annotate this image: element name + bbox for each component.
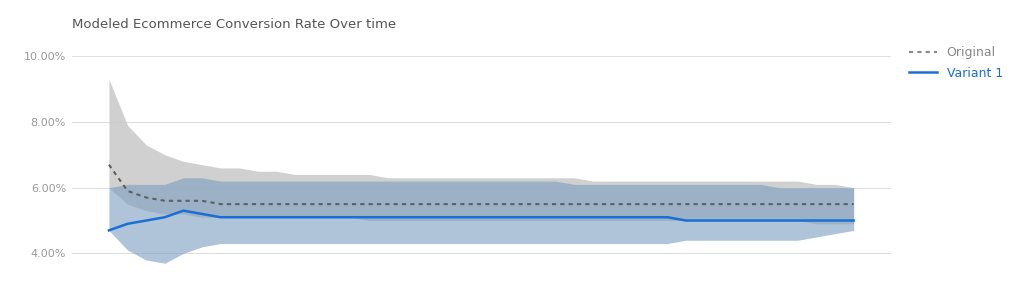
Legend: Original, Variant 1: Original, Variant 1 [905, 43, 1007, 84]
Text: Modeled Ecommerce Conversion Rate Over time: Modeled Ecommerce Conversion Rate Over t… [72, 18, 396, 31]
